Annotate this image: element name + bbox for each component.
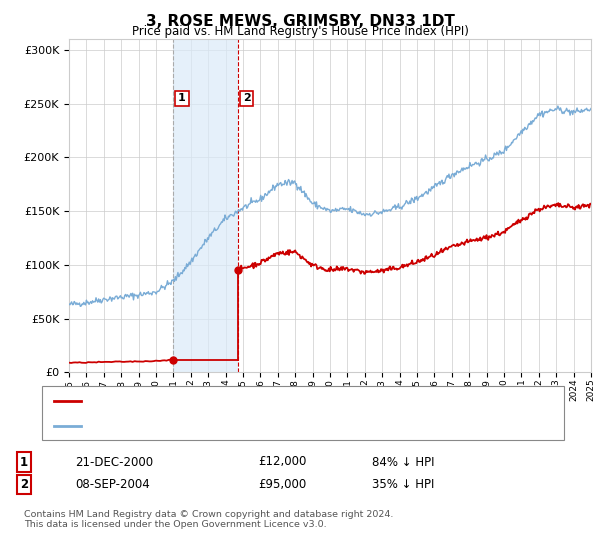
Text: HPI: Average price, detached house, North East Lincolnshire: HPI: Average price, detached house, Nort…	[87, 421, 416, 431]
Text: 08-SEP-2004: 08-SEP-2004	[75, 478, 150, 491]
Text: 21-DEC-2000: 21-DEC-2000	[75, 455, 153, 469]
Text: 1: 1	[20, 455, 28, 469]
Text: £95,000: £95,000	[258, 478, 306, 491]
Text: £12,000: £12,000	[258, 455, 307, 469]
Text: 1: 1	[178, 94, 186, 103]
Text: Contains HM Land Registry data © Crown copyright and database right 2024.
This d: Contains HM Land Registry data © Crown c…	[24, 510, 394, 529]
Bar	[173, 39, 238, 372]
Text: Price paid vs. HM Land Registry's House Price Index (HPI): Price paid vs. HM Land Registry's House …	[131, 25, 469, 38]
Text: 2: 2	[20, 478, 28, 491]
Text: 35% ↓ HPI: 35% ↓ HPI	[372, 478, 434, 491]
Text: 84% ↓ HPI: 84% ↓ HPI	[372, 455, 434, 469]
Text: 3, ROSE MEWS, GRIMSBY, DN33 1DT: 3, ROSE MEWS, GRIMSBY, DN33 1DT	[146, 14, 454, 29]
Text: 3, ROSE MEWS, GRIMSBY, DN33 1DT (detached house): 3, ROSE MEWS, GRIMSBY, DN33 1DT (detache…	[87, 396, 387, 407]
Text: 2: 2	[243, 94, 251, 103]
